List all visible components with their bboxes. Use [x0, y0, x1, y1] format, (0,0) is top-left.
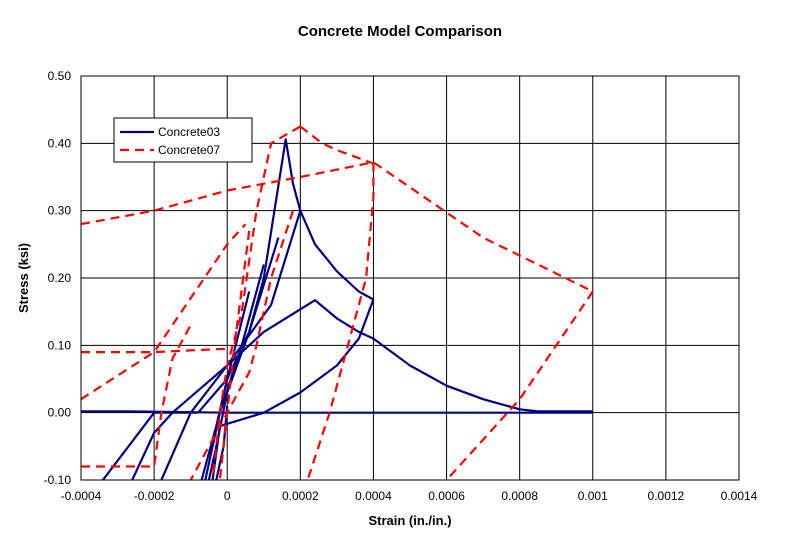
x-tick-labels: -0.0004 -0.0002 0 0.0002 0.0004 0.0006 0.0008 0… [61, 489, 758, 503]
y-tick-label: 0.40 [48, 136, 72, 150]
series-line [218, 230, 251, 481]
series-line [131, 299, 593, 481]
x-axis-label: Strain (in./in.) [368, 513, 451, 528]
chart-title: Concrete Model Comparison [298, 23, 502, 40]
series-line [81, 324, 192, 468]
x-tick-label: 0.0008 [501, 489, 538, 503]
series-line [445, 290, 594, 481]
x-tick-label: 0.0014 [721, 489, 758, 503]
y-tick-label: -0.10 [44, 473, 72, 487]
legend-box [113, 117, 253, 163]
series-line [299, 125, 374, 165]
legend: Concrete03 Concrete07 [113, 117, 253, 163]
y-tick-label: 0.30 [48, 204, 72, 218]
legend-label: Concrete03 [158, 125, 220, 139]
series-line [306, 162, 375, 481]
series-line [189, 210, 295, 481]
x-tick-label: -0.0004 [61, 489, 102, 503]
y-tick-label: 0.50 [48, 69, 72, 83]
y-tick-label: 0.10 [48, 338, 72, 352]
series-line [204, 264, 265, 481]
series-concrete07 [80, 125, 594, 481]
y-tick-label: 0.20 [48, 271, 72, 285]
x-tick-label: -0.0002 [134, 489, 175, 503]
x-tick-label: 0.0002 [282, 489, 319, 503]
x-tick-label: 0.0012 [648, 489, 685, 503]
y-axis-label: Stress (ksi) [16, 243, 31, 313]
legend-label: Concrete07 [158, 143, 220, 157]
series-line [80, 223, 247, 401]
y-tick-labels: -0.10 0.00 0.10 0.20 0.30 0.40 0.50 [44, 69, 72, 487]
series-line [81, 347, 228, 354]
series-concrete03 [81, 138, 593, 481]
series-line [207, 237, 280, 481]
x-tick-label: 0 [224, 489, 231, 503]
plot-frame [80, 75, 740, 481]
series-line [200, 291, 251, 481]
x-tick-label: 0.001 [578, 489, 608, 503]
x-tick-label: 0.0004 [355, 489, 392, 503]
series-line [81, 410, 593, 414]
y-tick-label: 0.00 [48, 406, 72, 420]
series-layer [80, 125, 594, 481]
series-line [211, 125, 301, 481]
x-tick-label: 0.0006 [428, 489, 465, 503]
